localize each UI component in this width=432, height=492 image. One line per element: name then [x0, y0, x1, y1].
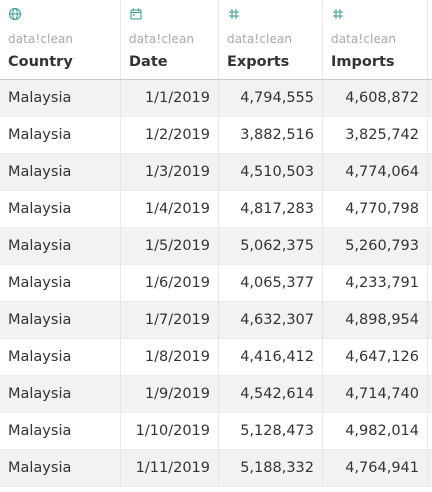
cell-country: Malaysia — [0, 376, 121, 412]
cell-country: Malaysia — [0, 302, 121, 338]
cell-exports: 5,188,332 — [219, 450, 323, 486]
cell-exports: 4,794,555 — [219, 80, 323, 116]
column-source: data!clean — [129, 32, 195, 46]
cell-country: Malaysia — [0, 80, 121, 116]
column-header-date[interactable]: data!clean Date — [121, 0, 219, 79]
cell-imports: 4,647,126 — [323, 339, 428, 375]
table-row[interactable]: Malaysia 1/11/2019 5,188,332 4,764,941 — [0, 450, 432, 487]
column-header-country[interactable]: data!clean Country — [0, 0, 121, 79]
column-name: Exports — [227, 54, 290, 70]
cell-imports: 4,774,064 — [323, 154, 428, 190]
globe-icon — [8, 6, 22, 20]
column-header-exports[interactable]: data!clean Exports — [219, 0, 323, 79]
column-source: data!clean — [8, 32, 74, 46]
cell-country: Malaysia — [0, 228, 121, 264]
cell-exports: 5,062,375 — [219, 228, 323, 264]
table-row[interactable]: Malaysia 1/9/2019 4,542,614 4,714,740 — [0, 376, 432, 413]
cell-country: Malaysia — [0, 265, 121, 301]
cell-country: Malaysia — [0, 339, 121, 375]
cell-country: Malaysia — [0, 191, 121, 227]
grid-header: data!clean Country data!clean Date — [0, 0, 432, 80]
hash-icon — [227, 6, 241, 20]
column-header-imports[interactable]: data!clean Imports — [323, 0, 428, 79]
cell-date: 1/10/2019 — [121, 413, 219, 449]
table-row[interactable]: Malaysia 1/10/2019 5,128,473 4,982,014 — [0, 413, 432, 450]
cell-country: Malaysia — [0, 413, 121, 449]
cell-exports: 4,416,412 — [219, 339, 323, 375]
cell-imports: 4,608,872 — [323, 80, 428, 116]
table-row[interactable]: Malaysia 1/2/2019 3,882,516 3,825,742 — [0, 117, 432, 154]
cell-date: 1/2/2019 — [121, 117, 219, 153]
cell-imports: 5,260,793 — [323, 228, 428, 264]
column-name: Date — [129, 54, 168, 70]
column-name: Imports — [331, 54, 395, 70]
hash-icon — [331, 6, 345, 20]
cell-imports: 4,233,791 — [323, 265, 428, 301]
cell-date: 1/1/2019 — [121, 80, 219, 116]
calendar-icon — [129, 6, 143, 20]
column-source: data!clean — [227, 32, 293, 46]
cell-exports: 5,128,473 — [219, 413, 323, 449]
table-row[interactable]: Malaysia 1/3/2019 4,510,503 4,774,064 — [0, 154, 432, 191]
cell-imports: 4,714,740 — [323, 376, 428, 412]
cell-exports: 4,065,377 — [219, 265, 323, 301]
table-row[interactable]: Malaysia 1/7/2019 4,632,307 4,898,954 — [0, 302, 432, 339]
cell-imports: 4,764,941 — [323, 450, 428, 486]
cell-imports: 3,825,742 — [323, 117, 428, 153]
table-row[interactable]: Malaysia 1/1/2019 4,794,555 4,608,872 — [0, 80, 432, 117]
table-row[interactable]: Malaysia 1/6/2019 4,065,377 4,233,791 — [0, 265, 432, 302]
cell-exports: 4,542,614 — [219, 376, 323, 412]
cell-date: 1/4/2019 — [121, 191, 219, 227]
cell-exports: 3,882,516 — [219, 117, 323, 153]
grid-body: Malaysia 1/1/2019 4,794,555 4,608,872 Ma… — [0, 80, 432, 487]
cell-date: 1/8/2019 — [121, 339, 219, 375]
cell-imports: 4,898,954 — [323, 302, 428, 338]
table-row[interactable]: Malaysia 1/8/2019 4,416,412 4,647,126 — [0, 339, 432, 376]
cell-imports: 4,982,014 — [323, 413, 428, 449]
column-source: data!clean — [331, 32, 397, 46]
cell-exports: 4,510,503 — [219, 154, 323, 190]
cell-exports: 4,817,283 — [219, 191, 323, 227]
cell-country: Malaysia — [0, 154, 121, 190]
cell-country: Malaysia — [0, 117, 121, 153]
cell-exports: 4,632,307 — [219, 302, 323, 338]
cell-date: 1/6/2019 — [121, 265, 219, 301]
cell-date: 1/5/2019 — [121, 228, 219, 264]
cell-date: 1/7/2019 — [121, 302, 219, 338]
table-row[interactable]: Malaysia 1/5/2019 5,062,375 5,260,793 — [0, 228, 432, 265]
cell-date: 1/3/2019 — [121, 154, 219, 190]
column-name: Country — [8, 54, 73, 70]
table-row[interactable]: Malaysia 1/4/2019 4,817,283 4,770,798 — [0, 191, 432, 228]
cell-date: 1/9/2019 — [121, 376, 219, 412]
cell-country: Malaysia — [0, 450, 121, 486]
cell-imports: 4,770,798 — [323, 191, 428, 227]
cell-date: 1/11/2019 — [121, 450, 219, 486]
